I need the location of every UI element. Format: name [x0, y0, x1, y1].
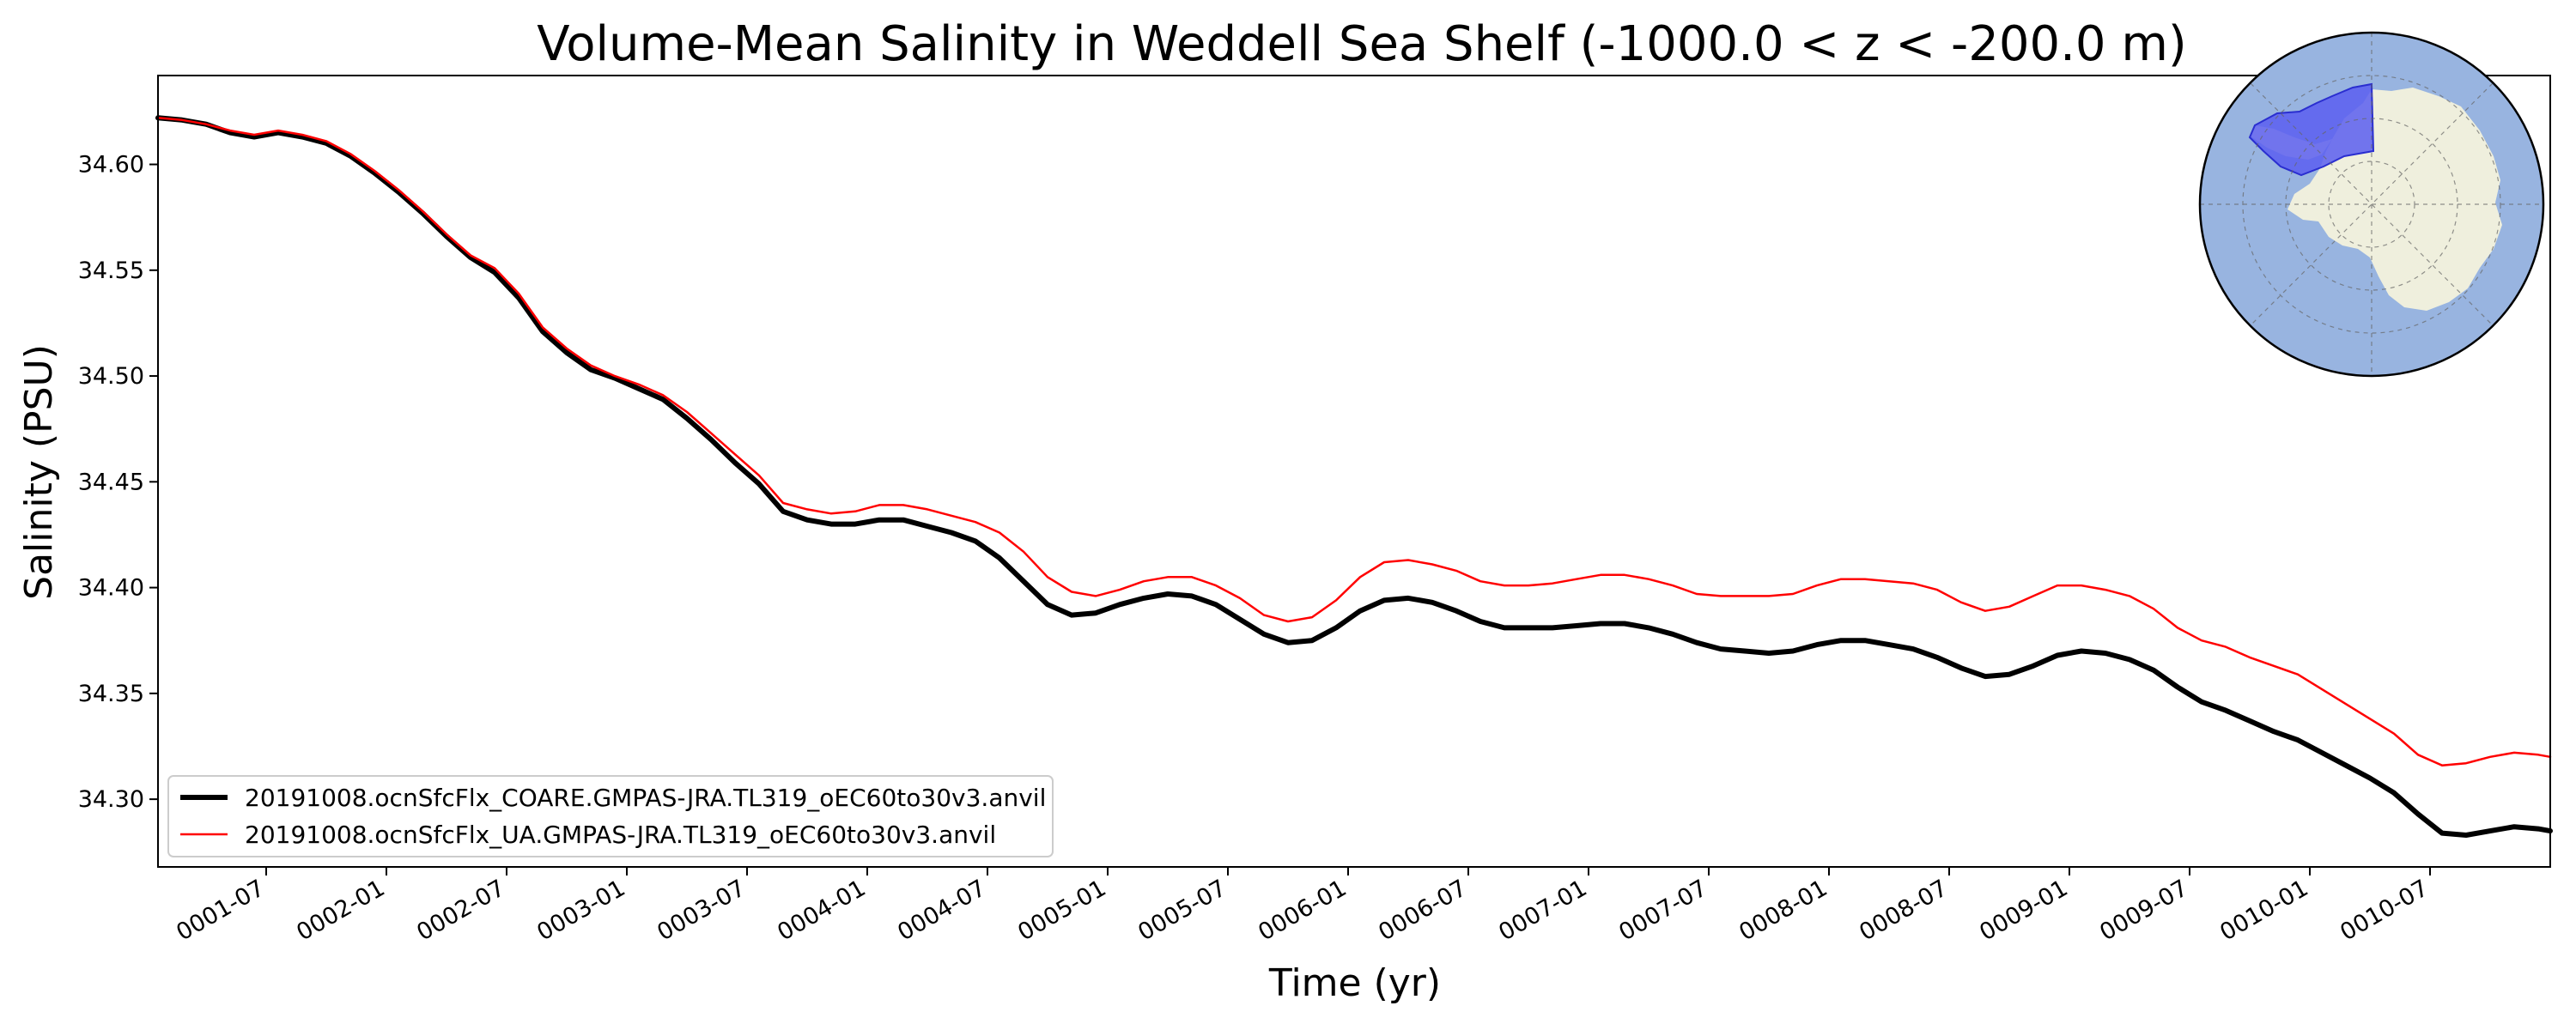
series-line-coare	[155, 115, 2553, 838]
x-tick-label: 0008-01	[1735, 875, 1832, 946]
x-tick-label: 0002-01	[292, 875, 389, 946]
x-tick-label: 0006-07	[1374, 875, 1471, 946]
x-tick-label: 0009-07	[2095, 875, 2192, 946]
x-tick-label: 0010-07	[2336, 875, 2433, 946]
inset-graticule	[2200, 33, 2543, 376]
y-axis-label: Salinity (PSU)	[17, 344, 61, 600]
x-tick-label: 0005-01	[1013, 875, 1110, 946]
x-tick-label: 0001-07	[172, 875, 269, 946]
y-tick-label: 34.35	[78, 681, 144, 707]
x-tick-label: 0006-01	[1254, 875, 1351, 946]
inset-map	[2198, 31, 2545, 378]
y-tick-label: 34.50	[78, 363, 144, 390]
series-line-ua	[156, 117, 2552, 766]
x-tick-label: 0010-01	[2215, 875, 2312, 946]
legend: 20191008.ocnSfcFlx_COARE.GMPAS-JRA.TL319…	[167, 775, 1054, 857]
plot-frame	[157, 75, 2551, 868]
legend-box	[167, 775, 1054, 857]
y-axis: 34.30 34.35 34.40 34.45 34.50 34.55 34.60	[78, 152, 158, 813]
x-tick-label: 0005-07	[1133, 875, 1230, 946]
legend-label-coare: 20191008.ocnSfcFlx_COARE.GMPAS-JRA.TL319…	[245, 784, 1046, 812]
y-tick-label: 34.55	[78, 258, 144, 284]
legend-label-ua: 20191008.ocnSfcFlx_UA.GMPAS-JRA.TL319_oE…	[245, 821, 996, 849]
x-tick-label: 0007-07	[1614, 875, 1711, 946]
x-tick-label: 0007-01	[1494, 875, 1591, 946]
x-tick-label: 0009-01	[1975, 875, 2072, 946]
y-tick-label: 34.45	[78, 469, 144, 495]
x-tick-label: 0003-01	[532, 875, 629, 946]
x-tick-label: 0008-07	[1855, 875, 1952, 946]
chart-title: Volume-Mean Salinity in Weddell Sea Shel…	[537, 16, 2187, 72]
x-axis: 0001-07 0002-01 0002-07 0003-01 0003-07 0004-…	[172, 867, 2433, 946]
series-layer	[155, 115, 2553, 838]
x-tick-label: 0003-07	[653, 875, 750, 946]
plot-area	[155, 75, 2553, 868]
y-tick-label: 34.30	[78, 786, 144, 813]
x-axis-label: Time (yr)	[1268, 961, 1441, 1005]
y-tick-label: 34.40	[78, 575, 144, 602]
x-tick-label: 0004-07	[893, 875, 990, 946]
y-tick-label: 34.60	[78, 152, 144, 179]
inset-weddell-region	[2248, 82, 2375, 177]
x-tick-label: 0002-07	[412, 875, 509, 946]
x-tick-label: 0004-01	[773, 875, 870, 946]
inset-border	[2198, 31, 2545, 378]
